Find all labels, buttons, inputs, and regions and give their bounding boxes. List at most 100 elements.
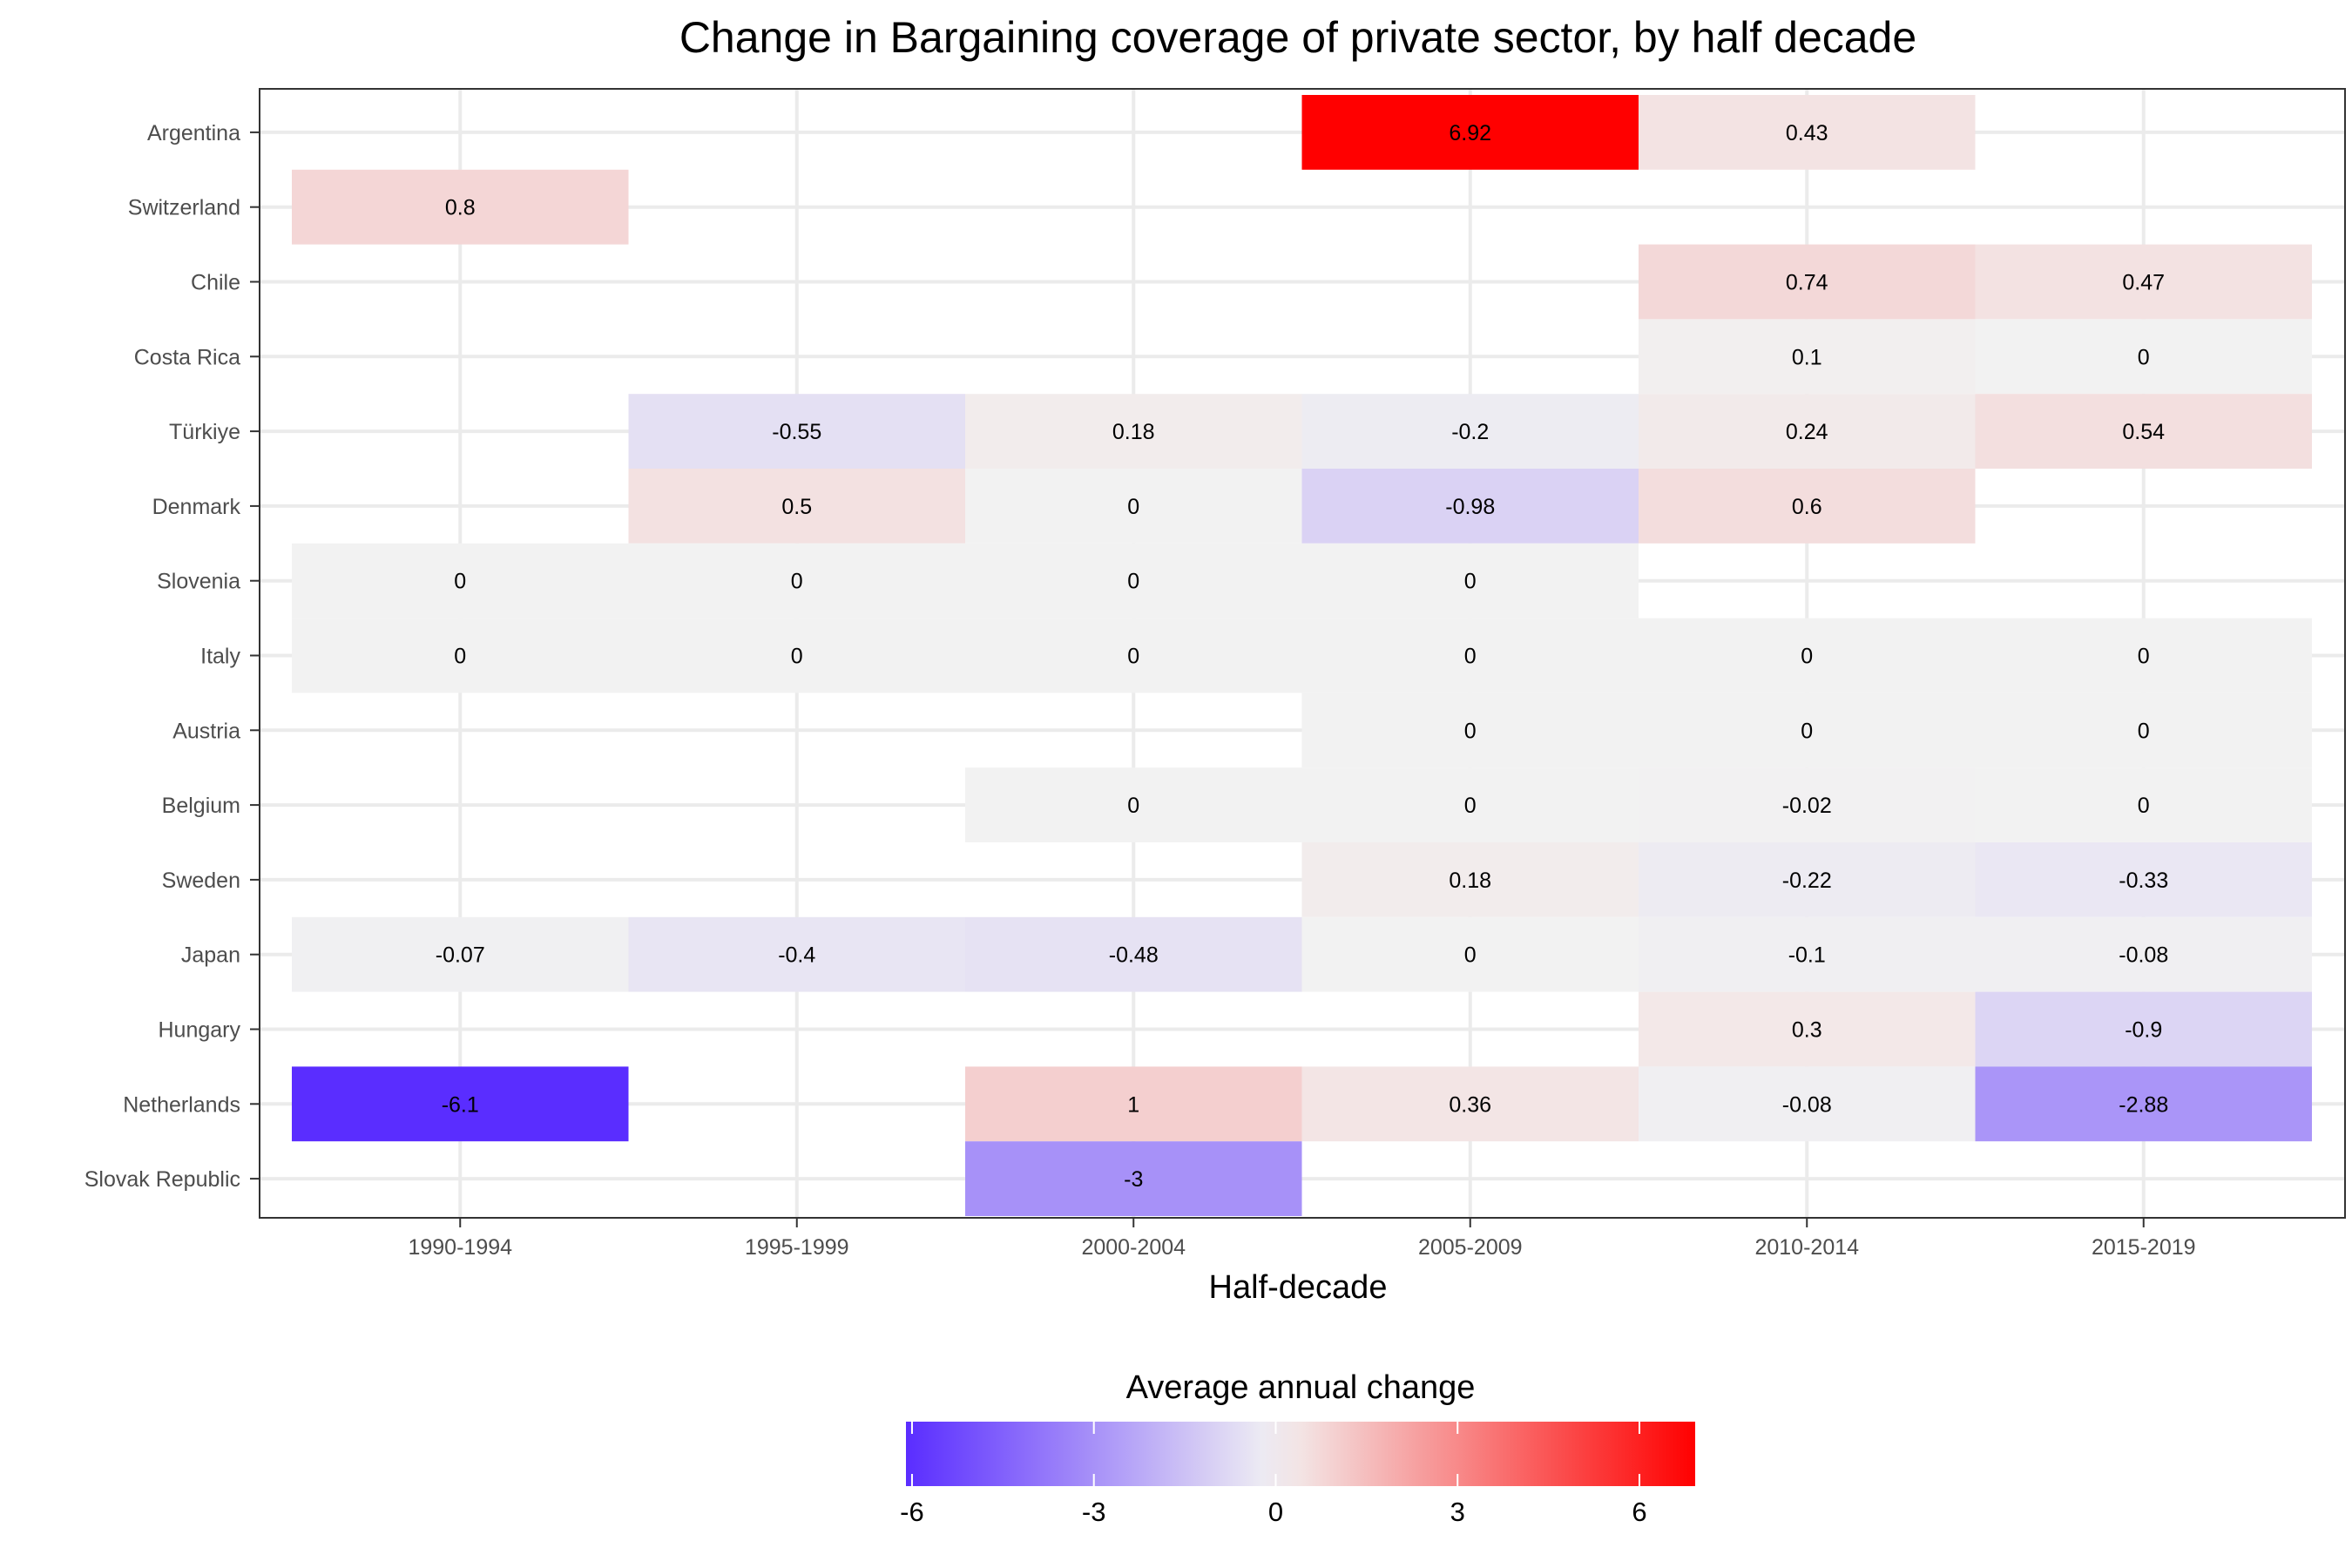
cell-value-label: 0.43 [1786,121,1828,145]
y-tick-label: Hungary [159,1018,241,1043]
heatmap-cell [1639,319,1976,395]
cell-value-label: -0.08 [2119,943,2168,968]
cell-value-label: -0.02 [1782,794,1832,818]
cell-value-label: -3 [1124,1167,1143,1192]
heatmap-cell [1975,394,2312,469]
heatmap-cell [1975,1066,2312,1142]
heatmap-cell [1639,767,1976,842]
legend-ticks: -6 -3 0 3 6 [900,1422,1647,1527]
heatmap-cell [1975,991,2312,1067]
cell-value-label: -0.4 [778,943,815,968]
heatmap-cell [292,1066,629,1142]
heatmap-cell [292,169,629,245]
cell-value-label: 0.47 [2122,271,2165,295]
y-tick-label: Sweden [162,868,240,893]
cell-value-label: 0.6 [1792,495,1822,519]
cell-value-label: 0 [1464,943,1477,968]
cell-value-label: 0.36 [1449,1092,1491,1117]
cell-value-label: -0.33 [2119,868,2168,893]
cell-value-label: 0 [2138,345,2150,369]
y-axis: Argentina Switzerland Chile Costa Rica Türki… [84,121,260,1192]
cell-value-label: 6.92 [1449,121,1491,145]
cell-value-label: 0 [1801,719,1813,743]
heatmap-cell [965,394,1302,469]
heatmap-cell [628,916,965,992]
heatmap-cell [965,767,1302,842]
cell-value-label: -0.1 [1788,943,1826,968]
y-tick-label: Netherlands [123,1092,240,1117]
heatmap-cell [292,618,629,693]
heatmap-cell [1639,394,1976,469]
y-tick-label: Switzerland [128,196,240,220]
x-axis: 1990-1994 1995-1999 2000-2004 2005-2009 2010… [408,1218,2196,1260]
x-tick-label: 2005-2009 [1418,1235,1523,1260]
panel-border [259,88,2346,1219]
heatmap-cell [965,469,1302,544]
heatmap-cell [1301,469,1639,544]
heatmap-cell [1639,991,1976,1067]
heatmap-cell [292,916,629,992]
cell-value-label: 0 [1464,719,1477,743]
heatmap-cell [628,618,965,693]
heatmap-cell [1301,618,1639,693]
heatmap-cell [965,543,1302,618]
cell-value-label: 0 [1801,645,1813,669]
legend-tick-label: -6 [900,1497,924,1527]
heatmap-cell [1975,618,2312,693]
cell-value-label: -0.07 [436,943,485,968]
y-tick-label: Slovenia [157,570,240,594]
chart-title: Change in Bargaining coverage of private… [679,13,1916,62]
legend-tick-label: 6 [1632,1497,1646,1527]
cell-value-label: 0.54 [2122,420,2165,444]
y-tick-label: Türkiye [169,420,240,444]
y-tick-label: Denmark [152,495,241,519]
cell-value-label: 0 [1127,495,1139,519]
heatmap-cell [1975,916,2312,992]
heatmap-cell [1301,693,1639,768]
heatmap-cell [1639,693,1976,768]
cell-value-label: 0.74 [1786,271,1828,295]
x-tick-label: 1990-1994 [408,1235,512,1260]
legend-title: Average annual change [1126,1369,1476,1406]
cell-value-label: -0.98 [1445,495,1495,519]
cell-value-label: 0 [454,645,466,669]
cell-value-label: 0 [791,570,803,594]
cell-value-label: 0.18 [1112,420,1155,444]
cell-labels: 6.92 0.43 0.8 0.74 0.47 0.1 0 -0.55 0.18 -0.2 0.24… [436,121,2168,1192]
heatmap-cells [292,95,2312,1216]
x-tick-label: 1995-1999 [745,1235,849,1260]
heatmap-cell [965,916,1302,992]
y-tick-label: Argentina [147,121,240,145]
heatmap-cell [1301,842,1639,917]
cell-value-label: 0 [2138,794,2150,818]
heatmap-cell [965,1066,1302,1142]
y-tick-label: Japan [181,943,240,968]
cell-value-label: -2.88 [2119,1092,2168,1117]
cell-value-label: -0.22 [1782,868,1832,893]
cell-value-label: 1 [1127,1092,1139,1117]
heatmap-cell [292,543,629,618]
heatmap-cell [965,618,1302,693]
heatmap-cell [1301,916,1639,992]
heatmap-cell [628,543,965,618]
y-tick-label: Belgium [162,794,240,818]
heatmap-cell [1301,95,1639,170]
cell-value-label: -0.48 [1109,943,1159,968]
heatmap-cell [1639,469,1976,544]
heatmap-cell [1975,244,2312,320]
cell-value-label: 0.1 [1792,345,1822,369]
y-tick-label: Chile [191,271,240,295]
cell-value-label: 0 [1127,570,1139,594]
heatmap-cell [1639,842,1976,917]
heatmap-cell [1975,767,2312,842]
x-tick-label: 2010-2014 [1754,1235,1859,1260]
heatmap-cell [1301,767,1639,842]
cell-value-label: 0.24 [1786,420,1828,444]
cell-value-label: 0.8 [445,196,476,220]
heatmap-cell [1975,842,2312,917]
x-axis-title: Half-decade [1209,1269,1388,1306]
legend-tick-label: 0 [1268,1497,1283,1527]
cell-value-label: -0.9 [2125,1018,2162,1043]
cell-value-label: 0.3 [1792,1018,1822,1043]
